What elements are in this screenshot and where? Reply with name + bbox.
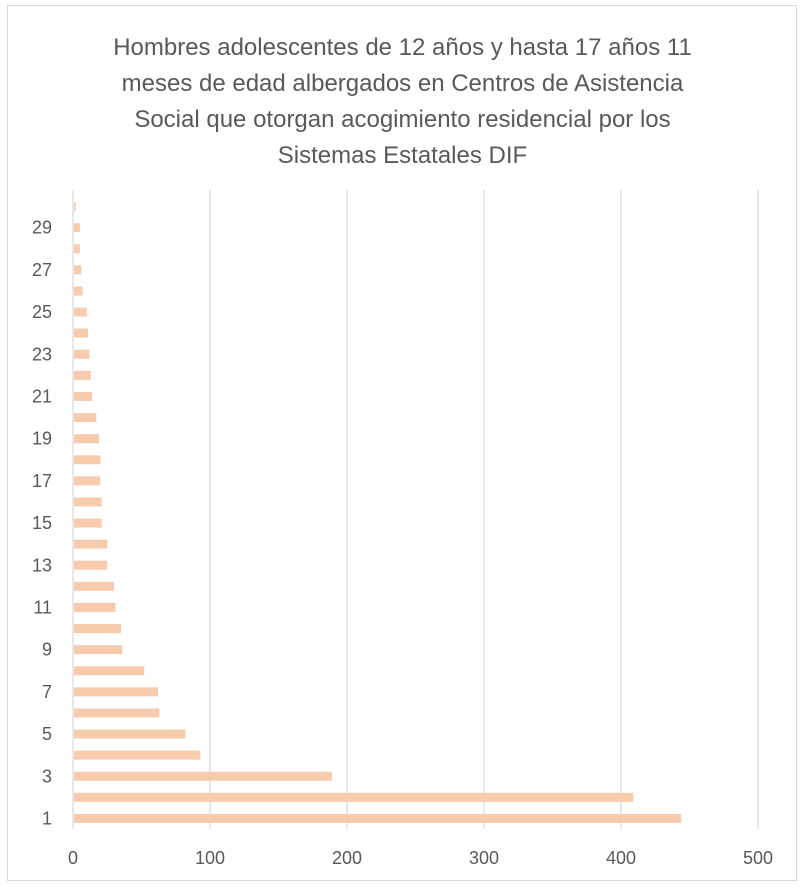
bar-26 xyxy=(74,286,83,296)
bar-6 xyxy=(74,708,160,718)
bar-28 xyxy=(74,244,80,254)
bar-15 xyxy=(74,518,102,528)
chart-title: Hombres adolescentes de 12 años y hasta … xyxy=(113,34,692,169)
bar-10 xyxy=(74,624,121,634)
y-tick-label: 19 xyxy=(32,429,52,449)
bars xyxy=(74,202,682,823)
x-tick-label: 300 xyxy=(469,848,499,868)
x-tick-label: 0 xyxy=(68,848,78,868)
bar-22 xyxy=(74,370,91,380)
bar-7 xyxy=(74,687,158,697)
y-tick-label: 7 xyxy=(42,682,52,702)
y-tick-label: 27 xyxy=(32,260,52,280)
y-tick-label: 1 xyxy=(42,808,52,828)
y-tick-label: 11 xyxy=(33,597,52,617)
bar-16 xyxy=(74,497,102,507)
bar-8 xyxy=(74,666,145,676)
x-tick-label: 500 xyxy=(743,848,773,868)
bar-19 xyxy=(74,434,100,444)
bar-30 xyxy=(74,202,76,212)
x-tick-label: 100 xyxy=(195,848,225,868)
bar-1 xyxy=(74,813,682,823)
y-tick-label: 15 xyxy=(32,513,52,533)
y-tick-label: 25 xyxy=(32,302,52,322)
y-tick-label: 23 xyxy=(32,344,52,364)
y-tick-label: 3 xyxy=(42,766,52,786)
x-tick-label: 200 xyxy=(332,848,362,868)
bar-23 xyxy=(74,349,90,359)
bar-14 xyxy=(74,539,108,549)
y-tick-label: 21 xyxy=(32,386,52,406)
bar-11 xyxy=(74,602,116,612)
y-tick-label: 17 xyxy=(32,471,52,491)
y-tick-label: 29 xyxy=(32,218,52,238)
bar-3 xyxy=(74,771,332,781)
bar-13 xyxy=(74,560,108,570)
bar-2 xyxy=(74,792,634,802)
y-tick-label: 5 xyxy=(42,724,52,744)
bar-20 xyxy=(74,413,97,423)
y-tick-label: 9 xyxy=(42,640,52,660)
bar-17 xyxy=(74,476,101,486)
bar-4 xyxy=(74,750,201,760)
x-axis-tick-labels: 0 100 200 300 400 500 xyxy=(68,848,773,868)
bar-29 xyxy=(74,223,80,233)
gridlines xyxy=(72,190,759,829)
bar-24 xyxy=(74,328,89,338)
y-tick-label: 13 xyxy=(32,555,52,575)
bar-21 xyxy=(74,391,93,401)
bar-5 xyxy=(74,729,186,739)
bar-12 xyxy=(74,581,115,591)
bar-9 xyxy=(74,645,123,655)
bar-25 xyxy=(74,307,87,317)
bar-27 xyxy=(74,265,82,275)
x-tick-label: 400 xyxy=(606,848,636,868)
bar-18 xyxy=(74,455,101,465)
